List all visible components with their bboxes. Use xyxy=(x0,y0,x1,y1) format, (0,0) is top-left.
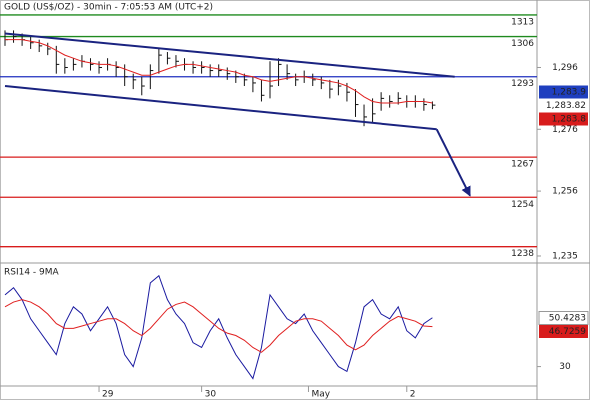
x-tick-label: 29 xyxy=(102,390,114,400)
x-tick-label: May xyxy=(311,390,330,400)
value-box xyxy=(539,325,588,338)
level-label: 1254 xyxy=(511,200,534,210)
quote-box xyxy=(539,85,588,99)
trendline xyxy=(435,128,471,197)
quote-box xyxy=(539,99,588,112)
level-label: 1293 xyxy=(511,79,534,89)
value-label: 46.7259 xyxy=(549,327,586,337)
y-tick-label: 1,276 xyxy=(552,125,578,135)
quote-label: 1,283.9 xyxy=(552,88,587,98)
x-tick-label: 2 xyxy=(410,390,416,400)
rsi-line xyxy=(4,274,433,380)
level-label: 1238 xyxy=(511,249,534,259)
level-label: 1306 xyxy=(511,39,534,49)
value-box xyxy=(538,311,589,325)
y-tick-label: 1,296 xyxy=(552,63,578,73)
rsi-title: RSI14 - 9MA xyxy=(4,268,60,278)
quote-label: 1,283.82 xyxy=(546,101,586,111)
x-tick-label: 30 xyxy=(205,390,217,400)
rsi-line xyxy=(4,299,433,353)
y-tick-label: 1,256 xyxy=(552,187,578,197)
y-tick-label: 1,235 xyxy=(552,251,578,261)
chart-title: GOLD (US$/OZ) - 30min - 7:05:53 AM (UTC+… xyxy=(4,3,213,13)
y-tick-label: 30 xyxy=(559,362,571,372)
level-label: 1267 xyxy=(511,160,534,170)
value-label: 50.4283 xyxy=(549,314,586,324)
moving-average xyxy=(5,39,433,104)
quote-label: 1,283.8 xyxy=(552,115,587,125)
trendline xyxy=(4,32,455,78)
level-label: 1313 xyxy=(511,17,534,27)
quote-box xyxy=(539,112,588,126)
trendline xyxy=(4,85,437,131)
